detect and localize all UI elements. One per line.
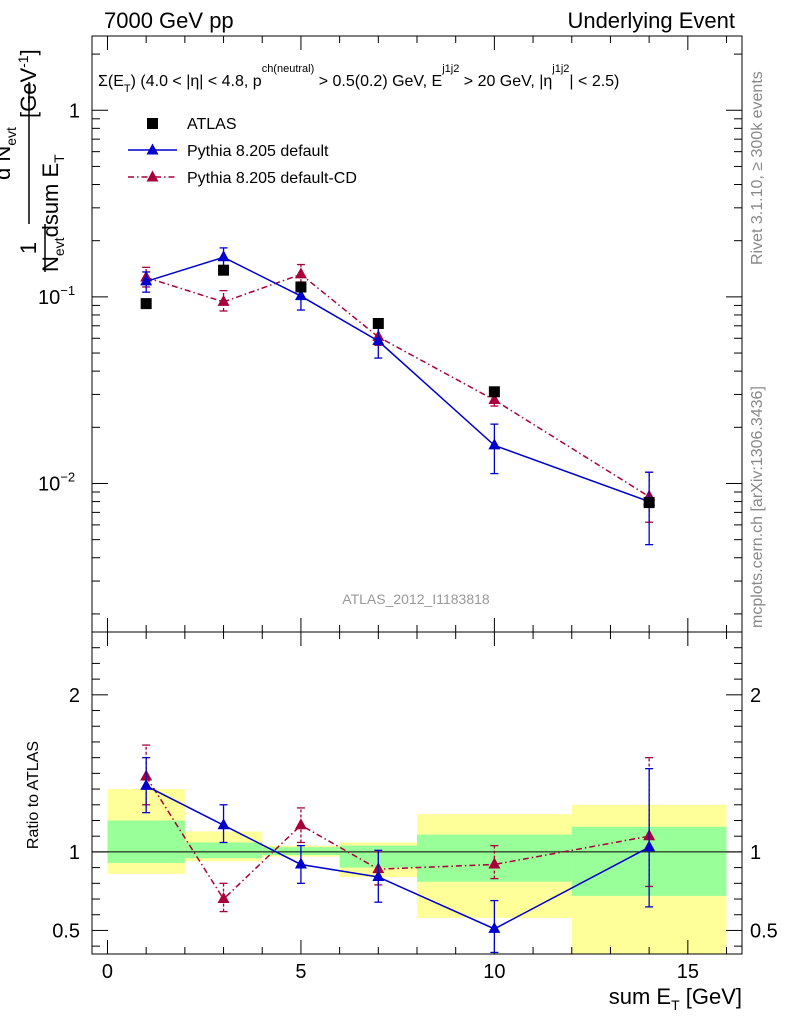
y-unit-sup: -1 (15, 55, 31, 68)
y-numer: d Nevt (0, 127, 19, 180)
pythia-cd-point (488, 393, 501, 405)
y-numer-sub: evt (3, 127, 19, 146)
ratio-pythia-line (145, 785, 650, 930)
pythia-line (145, 256, 650, 503)
ratio-pythia-point (372, 870, 385, 882)
legend-pythia-marker (146, 143, 159, 155)
atlas-data-point (295, 281, 307, 293)
legend-pythia-cd-label: Pythia 8.205 default-CD (187, 170, 357, 187)
ratio-plot-marks (140, 744, 656, 954)
x-tick-label: 0 (102, 961, 113, 983)
analysis-watermark: ATLAS_2012_I1183818 (342, 591, 490, 607)
sel-tail: | < 2.5) (569, 73, 619, 90)
y-tick-label-ratio-right: 0.5 (750, 920, 778, 942)
sel-sub-t: T (124, 83, 131, 95)
sel-after-sum: ) (4.0 < |η| < 4.8, p (131, 73, 262, 90)
pythia-point (488, 438, 501, 450)
y-unit-end: ] (16, 49, 41, 55)
atlas-data-point (643, 497, 655, 509)
ratio-pythia-cd-point (294, 818, 307, 830)
sel-after-e: > 20 GeV, |η (459, 73, 552, 90)
mcplots-label: mcplots.cern.ch [arXiv:1306.3436] (749, 386, 766, 628)
energy-label: 7000 GeV pp (104, 8, 234, 33)
y-denom-rest: dsum E (38, 163, 63, 238)
y-numer-main: d N (0, 146, 15, 180)
y-unit-main: [GeV (16, 68, 41, 118)
selection-label: Σ(ET) (4.0 < |η| < 4.8, pch(neutral) > 0… (98, 63, 619, 95)
y-tick-exp: −2 (60, 469, 75, 484)
rivet-label: Rivet 3.1.10, ≥ 300k events (749, 71, 766, 265)
y-tick-label-main: 10−1 (38, 283, 75, 309)
ratio-pythia-point (217, 818, 230, 830)
pythia-cd-point (294, 267, 307, 279)
y-denom-n: N (38, 256, 63, 272)
atlas-data-point (488, 386, 500, 398)
sel-sup-j: j1j2 (441, 63, 459, 75)
y-unit: [GeV-1] (15, 49, 41, 118)
sel-sup-j2: j1j2 (551, 63, 569, 75)
y-tick-label-main: 1 (69, 100, 80, 122)
y-denom: Nevtdsum ET (38, 154, 67, 272)
legend: ATLAS Pythia 8.205 default Pythia 8.205 … (128, 116, 357, 187)
pythia-point (140, 274, 153, 286)
x-label-sub: T (671, 997, 680, 1013)
y-denom-n-sub: evt (51, 237, 67, 256)
ratio-band-inner (107, 820, 185, 863)
main-y-axis-label: 1 d Nevt Nevtdsum ET [GeV-1] (0, 49, 67, 272)
y-tick-label-ratio-left: 2 (69, 685, 80, 707)
pythia-point (372, 334, 385, 346)
pythia-cd-line (145, 273, 650, 498)
atlas-data-point (140, 298, 152, 310)
legend-pythia-label: Pythia 8.205 default (187, 143, 329, 160)
ratio-pythia-point (140, 778, 153, 790)
y-tick-label-main: 10−2 (38, 469, 75, 495)
y-denom-sub: T (51, 154, 67, 163)
sel-sup-ch: ch(neutral) (262, 63, 315, 75)
y-tick-exp: −1 (60, 283, 75, 298)
ratio-pythia-point (643, 840, 656, 852)
process-label: Underlying Event (567, 8, 735, 33)
y-tick-label-ratio-left: 0.5 (52, 920, 80, 942)
atlas-data-point (372, 317, 384, 329)
sel-after-p: > 0.5(0.2) GeV, E (314, 73, 442, 90)
y-one: 1 (16, 242, 41, 254)
atlas-data-point (218, 264, 230, 276)
pythia-cd-point (217, 294, 230, 306)
sel-lead: Σ(E (98, 73, 124, 90)
pythia-point (217, 250, 230, 262)
legend-pythia-cd-marker (146, 170, 159, 182)
x-label-unit: [GeV] (680, 984, 742, 1009)
ratio-band-inner (184, 842, 263, 859)
x-tick-label: 10 (483, 961, 505, 983)
ratio-pythia-point (488, 921, 501, 933)
y-tick-base: 10 (38, 287, 60, 309)
x-axis-label: sum ET [GeV] (609, 984, 742, 1013)
main-plot-marks (140, 247, 656, 546)
y-tick-base: 10 (38, 473, 60, 495)
y-tick-label-ratio-right: 1 (750, 842, 761, 864)
legend-atlas-marker (147, 118, 158, 129)
ratio-pythia-cd-point (488, 857, 501, 869)
x-tick-label: 5 (295, 961, 306, 983)
y-tick-label-ratio-right: 2 (750, 685, 761, 707)
y-tick-label-ratio-left: 1 (69, 842, 80, 864)
pythia-point (294, 289, 307, 301)
x-label-main: sum E (609, 984, 671, 1009)
ratio-pythia-cd-point (217, 892, 230, 904)
legend-atlas-label: ATLAS (187, 116, 237, 133)
ratio-y-axis-label: Ratio to ATLAS (25, 741, 42, 849)
ratio-pythia-point (294, 857, 307, 869)
x-tick-label: 15 (677, 961, 699, 983)
